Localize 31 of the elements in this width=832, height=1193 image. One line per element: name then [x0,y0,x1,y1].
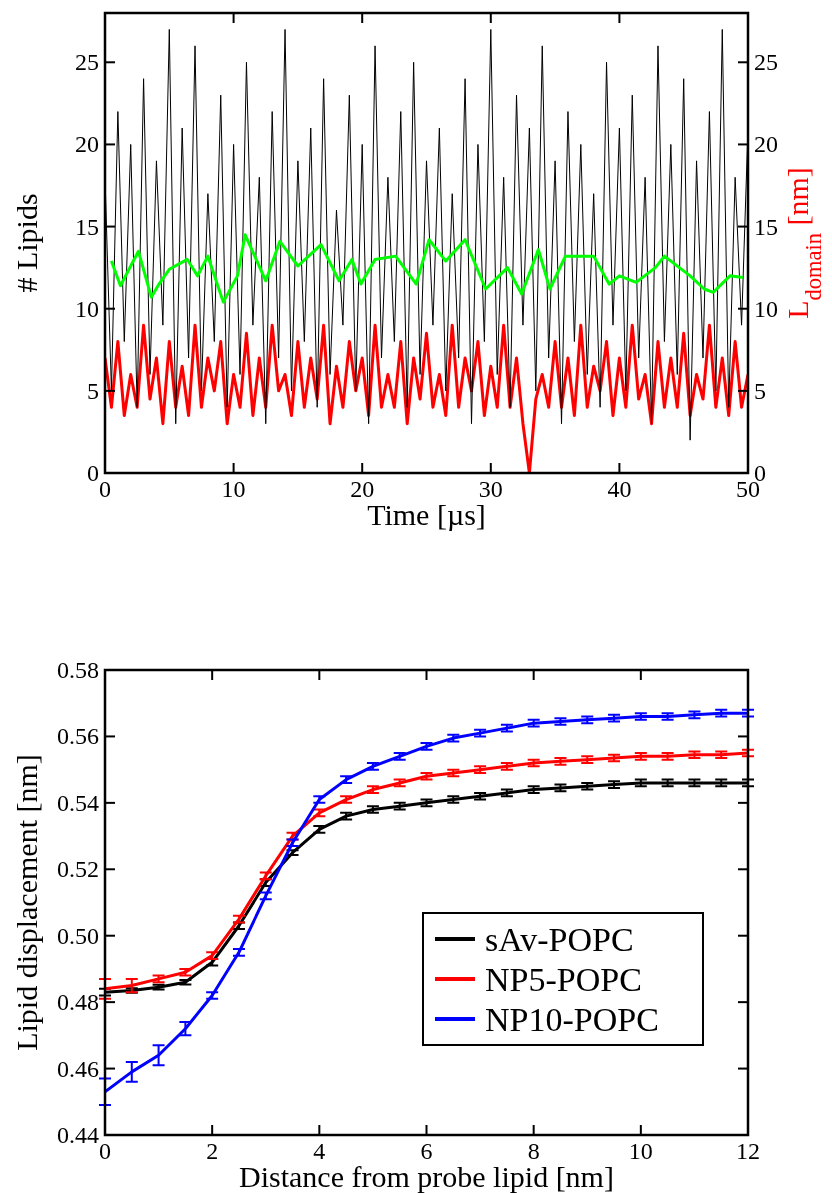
y2-tick-label: 5 [754,377,766,404]
y-tick-label: 0.44 [57,1122,99,1148]
y-tick-label: 5 [87,377,99,404]
x-tick-label: 10 [221,476,246,502]
x-tick-label: 2 [206,1138,219,1164]
y-tick-label: 0.50 [57,922,99,949]
y-tick-label: 15 [75,213,99,240]
y-axis-title: # Lipids [10,193,43,293]
y2-tick-label: 10 [754,295,778,322]
y2-tick-label: 20 [754,131,778,158]
y-tick-label: 10 [75,295,99,322]
line-series [105,323,748,473]
y2-tick-label: 25 [754,49,778,76]
line-series [109,233,745,304]
y-tick-label: 0.48 [57,989,99,1016]
y-tick-label: 0.46 [57,1055,99,1082]
y-tick-label: 0.52 [57,856,99,883]
y-tick-label: 0.54 [57,789,99,816]
y-tick-label: 0.56 [57,723,99,750]
x-tick-label: 10 [628,1138,653,1164]
y-tick-label: 20 [75,131,99,158]
legend-label: NP10-POPC [485,1001,659,1038]
y-tick-label: 0 [87,460,99,486]
y-tick-label: 25 [75,49,99,76]
x-tick-label: 40 [607,476,632,502]
legend-label: NP5-POPC [485,961,642,998]
y-axis-title: Lipid displacement [nm] [10,754,43,1051]
x-tick-label: 12 [736,1138,760,1164]
y2-tick-label: 15 [754,213,778,240]
legend-label: sAv-POPC [485,921,634,958]
y-tick-label: 0.58 [57,657,99,683]
